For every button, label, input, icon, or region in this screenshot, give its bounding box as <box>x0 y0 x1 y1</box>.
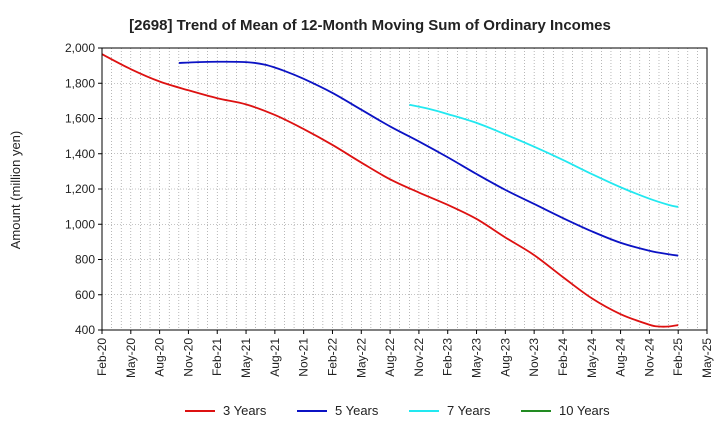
y-tick-label: 1,000 <box>65 217 95 231</box>
legend-label-7-years: 7 Years <box>447 403 491 418</box>
chart-title: [2698] Trend of Mean of 12-Month Moving … <box>129 17 611 34</box>
x-tick-label: Aug-21 <box>268 338 282 377</box>
x-tick-label: Feb-23 <box>441 338 455 376</box>
x-tick-label: Feb-21 <box>210 338 224 376</box>
y-tick-label: 1,800 <box>65 76 95 90</box>
x-tick-label: May-22 <box>354 338 368 378</box>
x-tick-label: May-25 <box>700 338 714 378</box>
y-tick-label: 1,400 <box>65 147 95 161</box>
x-tick-label: May-23 <box>470 338 484 378</box>
x-tick-label: Nov-21 <box>297 338 311 377</box>
series-line-3-years <box>101 53 679 328</box>
x-tick-label: Feb-22 <box>325 338 339 376</box>
x-tick-label: Feb-25 <box>671 338 685 376</box>
x-tick-label: Feb-24 <box>556 338 570 376</box>
legend-label-10-years: 10 Years <box>559 403 610 418</box>
x-tick-label: Nov-23 <box>527 338 541 377</box>
x-tick-label: Feb-20 <box>95 338 109 376</box>
x-tick-label: May-24 <box>585 338 599 378</box>
y-tick-label: 1,600 <box>65 112 95 126</box>
x-axis: Feb-20 May-20 Aug-20 Nov-20 Feb-21 May-21 Aug-… <box>95 330 714 378</box>
legend-label-5-years: 5 Years <box>335 403 379 418</box>
legend-label-3-years: 3 Years <box>223 403 267 418</box>
y-tick-label: 400 <box>75 323 95 337</box>
x-tick-label: Aug-20 <box>153 338 167 377</box>
x-tick-label: Nov-22 <box>412 338 426 377</box>
x-tick-label: Aug-24 <box>614 338 628 377</box>
x-tick-label: May-21 <box>239 338 253 378</box>
x-tick-label: Aug-22 <box>383 338 397 377</box>
x-tick-label: Nov-20 <box>181 338 195 377</box>
grid <box>102 48 707 330</box>
y-axis-label: Amount (million yen) <box>8 131 23 250</box>
y-tick-label: 1,200 <box>65 182 95 196</box>
y-tick-label: 800 <box>75 253 95 267</box>
series-lines <box>101 53 679 328</box>
x-tick-label: May-20 <box>124 338 138 378</box>
series-line-5-years <box>178 60 679 257</box>
y-axis: 400 600 800 1,000 1,200 1,400 1,600 1,800 2,000 <box>65 41 102 337</box>
y-tick-label: 600 <box>75 288 95 302</box>
x-tick-label: Aug-23 <box>498 338 512 377</box>
legend: 3 Years 5 Years 7 Years 10 Years <box>185 403 610 418</box>
y-tick-label: 2,000 <box>65 41 95 55</box>
x-tick-label: Nov-24 <box>642 338 656 377</box>
series-line-7-years <box>409 103 679 208</box>
